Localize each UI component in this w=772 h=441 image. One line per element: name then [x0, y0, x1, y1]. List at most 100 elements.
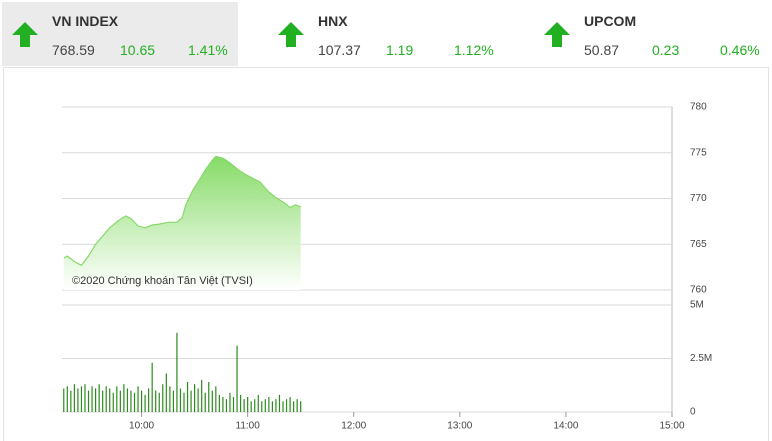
index-value: 107.37: [318, 42, 361, 58]
volume-bar: [73, 384, 75, 412]
index-name: UPCOM: [584, 13, 637, 29]
volume-bar: [133, 392, 136, 412]
volume-bar: [225, 399, 228, 412]
index-value: 768.59: [52, 42, 95, 58]
y-tick-label: 0: [690, 407, 696, 418]
volume-bar: [158, 392, 160, 412]
volume-bar: [243, 399, 245, 412]
volume-bar: [66, 386, 68, 412]
volume-bar: [293, 401, 295, 412]
y-tick-label: 780: [690, 102, 707, 113]
volume-bar: [300, 401, 302, 412]
volume-bar: [77, 388, 79, 412]
y-tick-label: 5M: [690, 300, 704, 311]
volume-bar: [151, 362, 153, 412]
index-name: VN INDEX: [52, 13, 119, 29]
volume-bar: [268, 397, 270, 412]
volume-bar: [257, 394, 259, 412]
volume-bar: [162, 384, 164, 412]
x-tick-label: 11:00: [236, 421, 261, 432]
volume-bar: [84, 384, 86, 412]
index-tab[interactable]: VN INDEX 768.59 10.65 1.41%: [2, 2, 238, 66]
volume-bar: [218, 394, 220, 412]
index-change: 1.19: [386, 42, 414, 58]
volume-bar: [285, 399, 288, 412]
watermark: ©2020 Chứng khoán Tân Việt (TVSI): [72, 275, 253, 287]
volume-bar: [148, 388, 150, 412]
volume-bar: [140, 390, 143, 412]
volume-bar: [296, 399, 298, 412]
chart-frame: [3, 67, 769, 441]
volume-bar: [105, 386, 107, 412]
volume-bar: [264, 399, 266, 412]
volume-bar: [289, 397, 291, 412]
volume-bar: [254, 399, 256, 412]
index-name: HNX: [318, 13, 348, 29]
volume-bar: [130, 390, 132, 412]
volume-bar: [119, 390, 121, 412]
volume-bar: [169, 386, 171, 412]
volume-bar: [204, 392, 206, 412]
volume-bar: [271, 401, 274, 412]
volume-bar: [172, 390, 174, 412]
volume-bar: [247, 397, 249, 412]
volume-bar: [63, 388, 65, 412]
volume-bar: [186, 382, 189, 412]
volume-bar: [137, 386, 139, 412]
price-area: [63, 156, 301, 290]
x-tick-label: 15:00: [659, 421, 684, 432]
x-tick-label: 14:00: [553, 421, 578, 432]
volume-bar: [155, 390, 157, 412]
y-tick-label: 760: [690, 285, 707, 296]
volume-bar: [194, 384, 196, 412]
volume-bar: [102, 390, 104, 412]
volume-bar: [275, 399, 277, 412]
y-tick-label: 775: [690, 147, 707, 158]
index-percent: 1.12%: [454, 42, 494, 58]
volume-bar: [98, 384, 100, 412]
volume-bar: [80, 386, 83, 412]
index-tab[interactable]: UPCOM 50.87 0.23 0.46%: [534, 2, 770, 66]
price-line: [63, 155, 301, 267]
volume-bar: [197, 388, 199, 412]
volume-bar: [250, 401, 252, 412]
volume-bar: [282, 401, 284, 412]
up-arrow: [278, 22, 304, 47]
volume-bar: [126, 388, 129, 412]
volume-bar: [236, 345, 238, 412]
volume-bar: [112, 392, 114, 412]
volume-bar: [176, 332, 178, 412]
volume-bar: [190, 390, 192, 412]
volume-bar: [183, 392, 185, 412]
volume-bar: [87, 390, 90, 412]
y-tick-label: 2.5M: [690, 353, 712, 364]
y-tick-label: 765: [690, 239, 707, 250]
volume-bar: [123, 384, 125, 412]
x-tick-label: 10:00: [129, 421, 154, 432]
volume-bar: [232, 397, 235, 412]
volume-bar: [239, 394, 242, 412]
volume-bar: [94, 388, 97, 412]
volume-bar: [201, 379, 203, 412]
volume-bar: [179, 388, 182, 412]
volume-bar: [208, 382, 210, 412]
index-change: 10.65: [120, 42, 156, 58]
index-value: 50.87: [584, 42, 620, 58]
volume-bar: [229, 392, 231, 412]
index-change: 0.23: [652, 42, 680, 58]
y-tick-label: 770: [690, 193, 707, 204]
index-tab[interactable]: HNX 107.37 1.19 1.12%: [268, 2, 504, 66]
volume-bar: [215, 386, 217, 412]
x-tick-label: 13:00: [447, 421, 472, 432]
volume-bar: [211, 390, 213, 412]
volume-bar: [222, 397, 224, 412]
volume-bar: [261, 401, 263, 412]
volume-bar: [116, 386, 118, 412]
volume-bar: [165, 373, 167, 412]
volume-bar: [109, 388, 111, 412]
up-arrow: [12, 22, 38, 47]
volume-bar: [70, 390, 72, 412]
index-percent: 0.46%: [720, 42, 760, 58]
